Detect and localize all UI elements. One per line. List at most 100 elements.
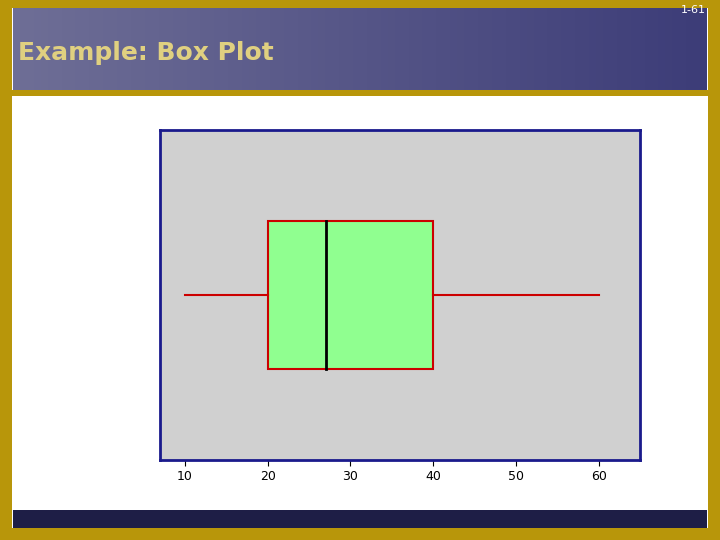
Bar (381, 8, 388, 90)
Bar (367, 8, 374, 90)
Bar (610, 8, 617, 90)
Bar (603, 8, 610, 90)
Text: Example: Box Plot: Example: Box Plot (18, 41, 274, 65)
Bar (700, 8, 707, 90)
Bar (325, 8, 332, 90)
Bar (27, 8, 34, 90)
Bar (360, 8, 367, 90)
Bar (388, 8, 395, 90)
Bar (624, 8, 631, 90)
Bar (110, 8, 117, 90)
Bar (374, 8, 381, 90)
Bar (450, 8, 457, 90)
Bar (207, 8, 215, 90)
Bar (652, 8, 658, 90)
Bar (485, 8, 492, 90)
Bar (554, 8, 562, 90)
Bar (596, 8, 603, 90)
Bar (166, 8, 173, 90)
Bar (429, 8, 436, 90)
Bar (547, 8, 554, 90)
Bar (658, 8, 665, 90)
Bar (568, 8, 575, 90)
Bar (332, 8, 339, 90)
Bar (686, 8, 693, 90)
Bar (228, 8, 235, 90)
Bar (256, 8, 263, 90)
Bar (617, 8, 624, 90)
Bar (353, 8, 360, 90)
Bar (270, 8, 276, 90)
Bar (89, 8, 96, 90)
Bar (589, 8, 596, 90)
Bar (492, 8, 499, 90)
Bar (215, 8, 221, 90)
Bar (235, 8, 242, 90)
Bar (152, 8, 158, 90)
Bar (513, 8, 520, 90)
Bar (505, 8, 513, 90)
Bar (679, 8, 686, 90)
Bar (249, 8, 256, 90)
Bar (82, 8, 89, 90)
Bar (0, 528, 720, 540)
Bar (499, 8, 505, 90)
Bar (268, 221, 433, 369)
Bar (138, 8, 145, 90)
Bar (13, 510, 707, 528)
Bar (457, 8, 464, 90)
Bar (55, 8, 62, 90)
Bar (534, 8, 541, 90)
Bar (173, 8, 179, 90)
Bar (665, 8, 672, 90)
Bar (318, 8, 325, 90)
Bar (408, 8, 415, 90)
Bar (103, 8, 110, 90)
Bar (0, 0, 12, 540)
Bar (13, 8, 20, 90)
Bar (415, 8, 423, 90)
Bar (291, 8, 297, 90)
Bar (96, 8, 103, 90)
Bar (436, 8, 444, 90)
Bar (297, 8, 305, 90)
Bar (131, 8, 138, 90)
Bar (464, 8, 471, 90)
Bar (346, 8, 353, 90)
Bar (117, 8, 124, 90)
Bar (186, 8, 194, 90)
Bar (638, 8, 644, 90)
Bar (471, 8, 478, 90)
Bar (194, 8, 200, 90)
Bar (200, 8, 207, 90)
Bar (541, 8, 547, 90)
Bar (284, 8, 291, 90)
Bar (693, 8, 700, 90)
Bar (41, 8, 48, 90)
Bar (562, 8, 568, 90)
Bar (478, 8, 485, 90)
Bar (48, 8, 55, 90)
Bar (526, 8, 534, 90)
Bar (276, 8, 284, 90)
Bar (444, 8, 450, 90)
Bar (644, 8, 652, 90)
Bar (631, 8, 638, 90)
Bar (0, 90, 720, 96)
Bar (20, 8, 27, 90)
Bar (582, 8, 589, 90)
Bar (124, 8, 131, 90)
Bar (305, 8, 312, 90)
Text: 1-61: 1-61 (681, 5, 706, 15)
Bar (0, 0, 720, 8)
Bar (34, 8, 41, 90)
Bar (13, 96, 707, 510)
Bar (520, 8, 526, 90)
Bar (708, 0, 720, 540)
Bar (221, 8, 228, 90)
Bar (312, 8, 318, 90)
Bar (423, 8, 429, 90)
Bar (575, 8, 582, 90)
Bar (145, 8, 152, 90)
Bar (339, 8, 346, 90)
